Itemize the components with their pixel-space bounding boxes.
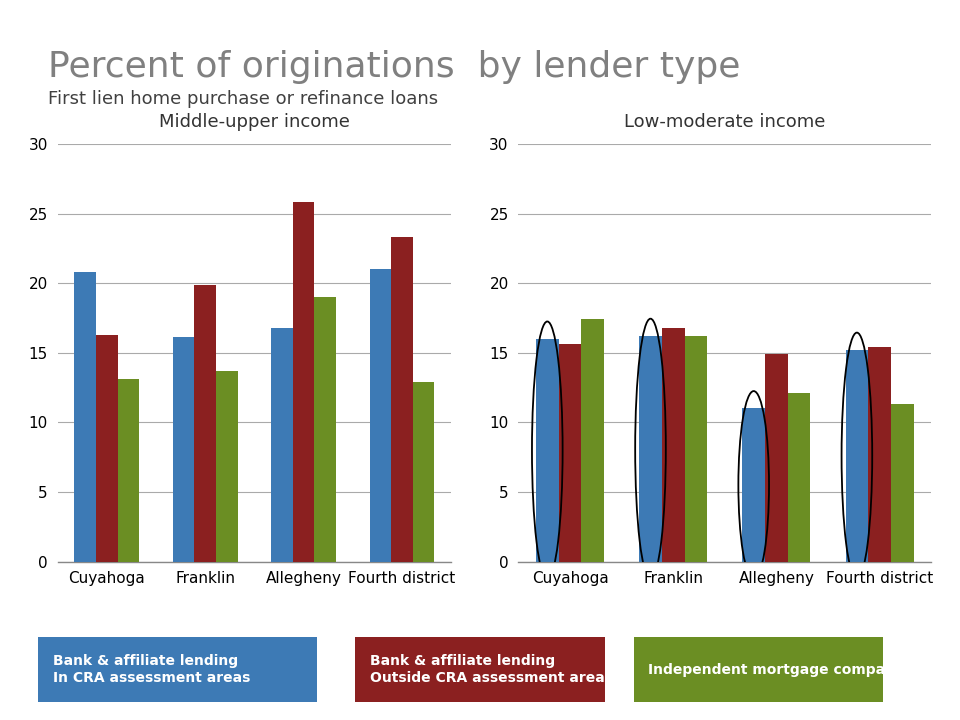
Text: Percent of originations  by lender type: Percent of originations by lender type	[48, 50, 740, 84]
Bar	[315, 297, 336, 562]
Text: First lien home purchase or refinance loans: First lien home purchase or refinance lo…	[48, 90, 438, 108]
Bar	[742, 408, 765, 562]
Bar	[639, 336, 661, 562]
Bar	[216, 371, 238, 562]
Bar	[38, 637, 317, 702]
Bar	[173, 338, 194, 562]
Bar	[765, 354, 788, 562]
Bar	[370, 269, 391, 562]
Bar	[891, 405, 914, 562]
Title: Low-moderate income: Low-moderate income	[624, 113, 826, 131]
Text: Independent mortgage company: Independent mortgage company	[648, 662, 904, 677]
Bar	[559, 344, 582, 562]
Bar	[74, 272, 96, 562]
Bar	[118, 379, 139, 562]
Bar	[271, 328, 293, 562]
Bar	[788, 393, 810, 562]
Text: Bank & affiliate lending
Outside CRA assessment areas: Bank & affiliate lending Outside CRA ass…	[370, 654, 612, 685]
Title: Middle-upper income: Middle-upper income	[159, 113, 349, 131]
Bar	[868, 347, 891, 562]
Bar	[413, 382, 435, 562]
Bar	[194, 284, 216, 562]
Text: Bank & affiliate lending
In CRA assessment areas: Bank & affiliate lending In CRA assessme…	[53, 654, 251, 685]
Bar	[355, 637, 605, 702]
Bar	[634, 637, 883, 702]
Bar	[293, 202, 315, 562]
Bar	[96, 335, 118, 562]
Bar	[536, 339, 559, 562]
Bar	[582, 320, 604, 562]
Bar	[391, 238, 413, 562]
Bar	[846, 350, 868, 562]
Bar	[661, 328, 684, 562]
Bar	[684, 336, 708, 562]
